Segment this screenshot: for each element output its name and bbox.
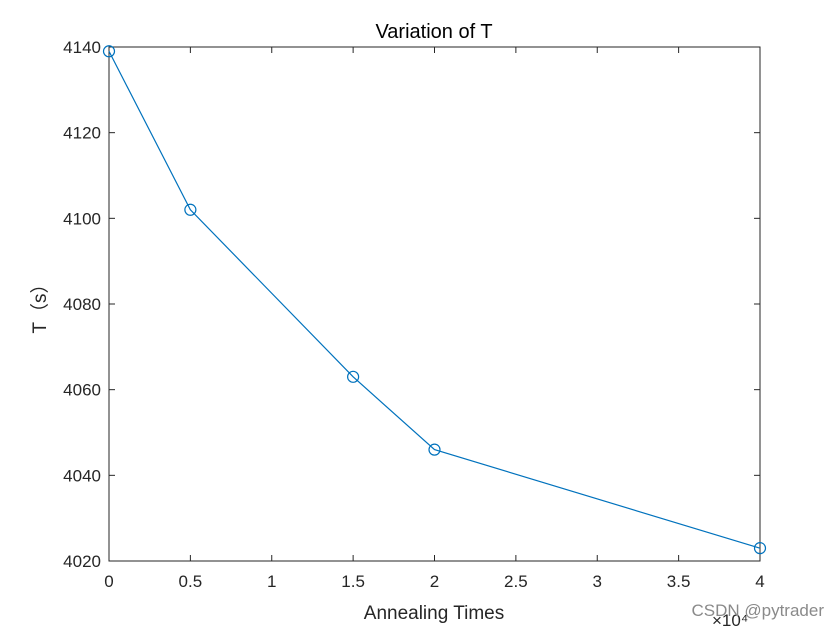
y-tick-label: 4080 [63,295,101,314]
x-tick-label: 0 [104,572,113,591]
y-tick-label: 4060 [63,381,101,400]
y-tick-label: 4120 [63,124,101,143]
x-tick-label: 1.5 [341,572,365,591]
x-axis-ticks: 0 0.5 1 1.5 2 2.5 3 3.5 4 [104,47,765,591]
chart-title: Variation of T [375,21,492,43]
y-tick-label: 4140 [63,38,101,57]
x-tick-label: 3.5 [667,572,691,591]
y-tick-label: 4100 [63,209,101,228]
x-tick-label: 4 [755,572,764,591]
data-point-marker [428,443,441,456]
data-point-marker [184,203,197,216]
y-tick-label: 4040 [63,466,101,485]
plot-area-box [108,46,761,562]
x-tick-label: 2 [430,572,439,591]
y-axis-label: T（s） [29,274,51,333]
x-tick-label: 3 [593,572,602,591]
data-point-marker [753,542,767,555]
y-tick-label: 4020 [63,552,101,571]
y-axis-ticks: 4020 4040 4060 4080 4100 4120 4140 [63,38,760,571]
x-tick-label: 2.5 [504,572,528,591]
x-axis-exponent: ×10⁴ [712,611,748,630]
x-tick-label: 1 [267,572,276,591]
data-point-marker [347,370,360,383]
x-tick-label: 0.5 [179,572,203,591]
series-line [108,51,761,549]
watermark-text: CSDN @pytrader [691,601,824,620]
data-point-marker [102,45,116,58]
series-layer [102,45,767,555]
x-axis-label: Annealing Times [364,603,504,624]
